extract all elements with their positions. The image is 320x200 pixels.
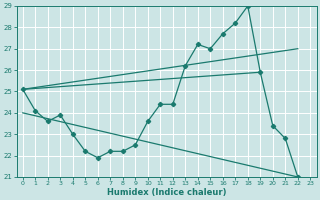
- X-axis label: Humidex (Indice chaleur): Humidex (Indice chaleur): [107, 188, 226, 197]
